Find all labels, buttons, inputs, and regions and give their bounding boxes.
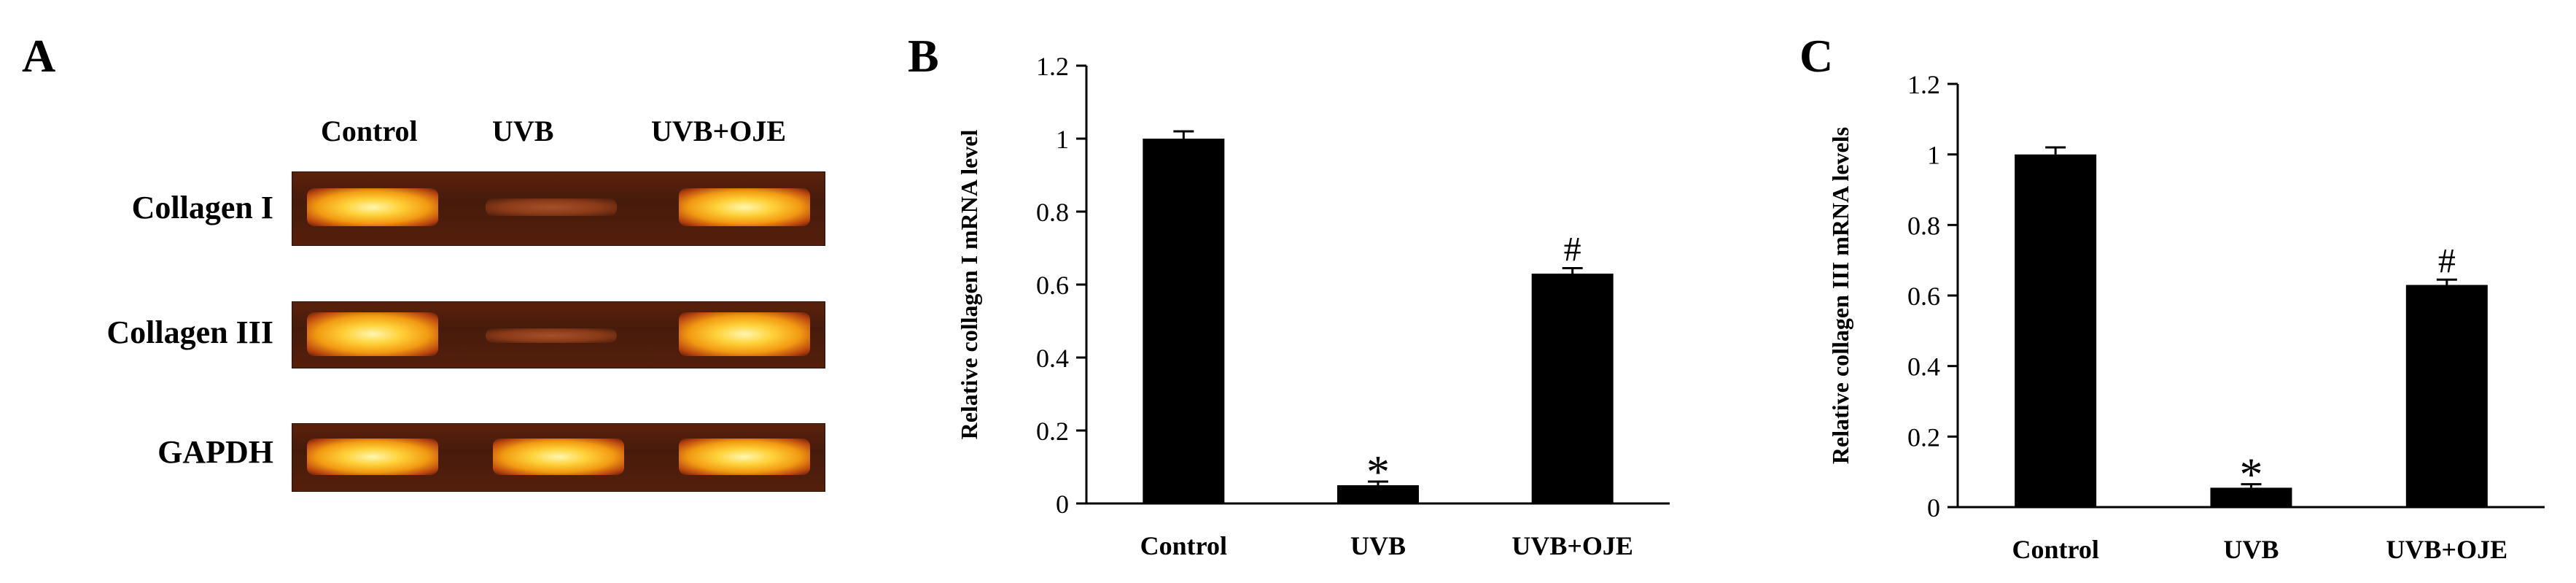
x-tick-label: UVB+OJE (1511, 531, 1633, 560)
band-uvb (486, 198, 617, 216)
lane-label-uvb: UVB (492, 115, 554, 147)
significance-marker: * (1366, 446, 1390, 498)
band-control (307, 439, 438, 475)
band-uvb (493, 439, 624, 475)
y-tick-label: 0.8 (1036, 198, 1069, 227)
band-uvb-oje (679, 439, 810, 475)
panel-c-letter: C (1799, 30, 1834, 82)
row-label-collagen-i: Collagen I (131, 190, 273, 225)
y-tick-label: 0.8 (1907, 211, 1940, 240)
band-control (307, 188, 438, 226)
x-tick-label: Control (1140, 531, 1227, 560)
y-tick-label: 1.2 (1036, 52, 1069, 81)
bar (1531, 274, 1614, 503)
gel-strip-collagen-iii (292, 301, 825, 368)
y-tick-label: 0.6 (1907, 282, 1940, 311)
significance-marker: * (2240, 449, 2263, 501)
chart-c: 0 0.2 0.4 0.6 0.8 1 1.2 Relative collagen III m… (1827, 70, 2545, 564)
gel-strip-gapdh (292, 423, 825, 492)
panel-b-letter: B (908, 30, 939, 82)
y-tick-label: 0 (1927, 493, 1940, 522)
y-tick-label: 0.2 (1907, 422, 1940, 452)
bar (1337, 485, 1419, 503)
gel-strip-collagen-i (292, 171, 825, 246)
y-tick-label: 1 (1056, 125, 1069, 154)
y-axis-label: Relative collagen III mRNA levels (1827, 127, 1853, 464)
band-uvb-oje (679, 312, 810, 356)
panel-a-letter: A (22, 30, 56, 82)
x-tick-label: UVB (2223, 535, 2279, 564)
bar (2015, 154, 2097, 507)
x-tick-label: UVB+OJE (2386, 535, 2508, 564)
lane-label-uvb-oje: UVB+OJE (651, 115, 787, 147)
bar (1143, 139, 1225, 503)
row-label-collagen-iii: Collagen III (106, 314, 273, 350)
x-tick-label: Control (2012, 535, 2098, 564)
y-tick-label: 0.4 (1907, 352, 1940, 382)
y-tick-label: 0.2 (1036, 417, 1069, 446)
bar (2210, 487, 2292, 507)
lane-label-control: Control (321, 115, 418, 147)
significance-marker: # (2438, 242, 2456, 280)
x-tick-label: UVB (1350, 531, 1406, 560)
y-tick-label: 1.2 (1907, 70, 1940, 99)
y-tick-label: 0.6 (1036, 271, 1069, 300)
y-tick-label: 0.4 (1036, 344, 1069, 373)
band-uvb (486, 328, 617, 343)
significance-marker: # (1564, 231, 1581, 269)
bar (2405, 285, 2488, 507)
y-tick-label: 0 (1056, 490, 1069, 519)
y-tick-label: 1 (1927, 141, 1940, 170)
band-control (307, 312, 438, 356)
row-label-gapdh: GAPDH (157, 434, 273, 470)
y-axis-label: Relative collagen I mRNA level (956, 129, 982, 439)
band-uvb-oje (679, 188, 810, 226)
chart-b: 0 0.2 0.4 0.6 0.8 1 1.2 Relative collagen I mRN… (956, 52, 1670, 560)
